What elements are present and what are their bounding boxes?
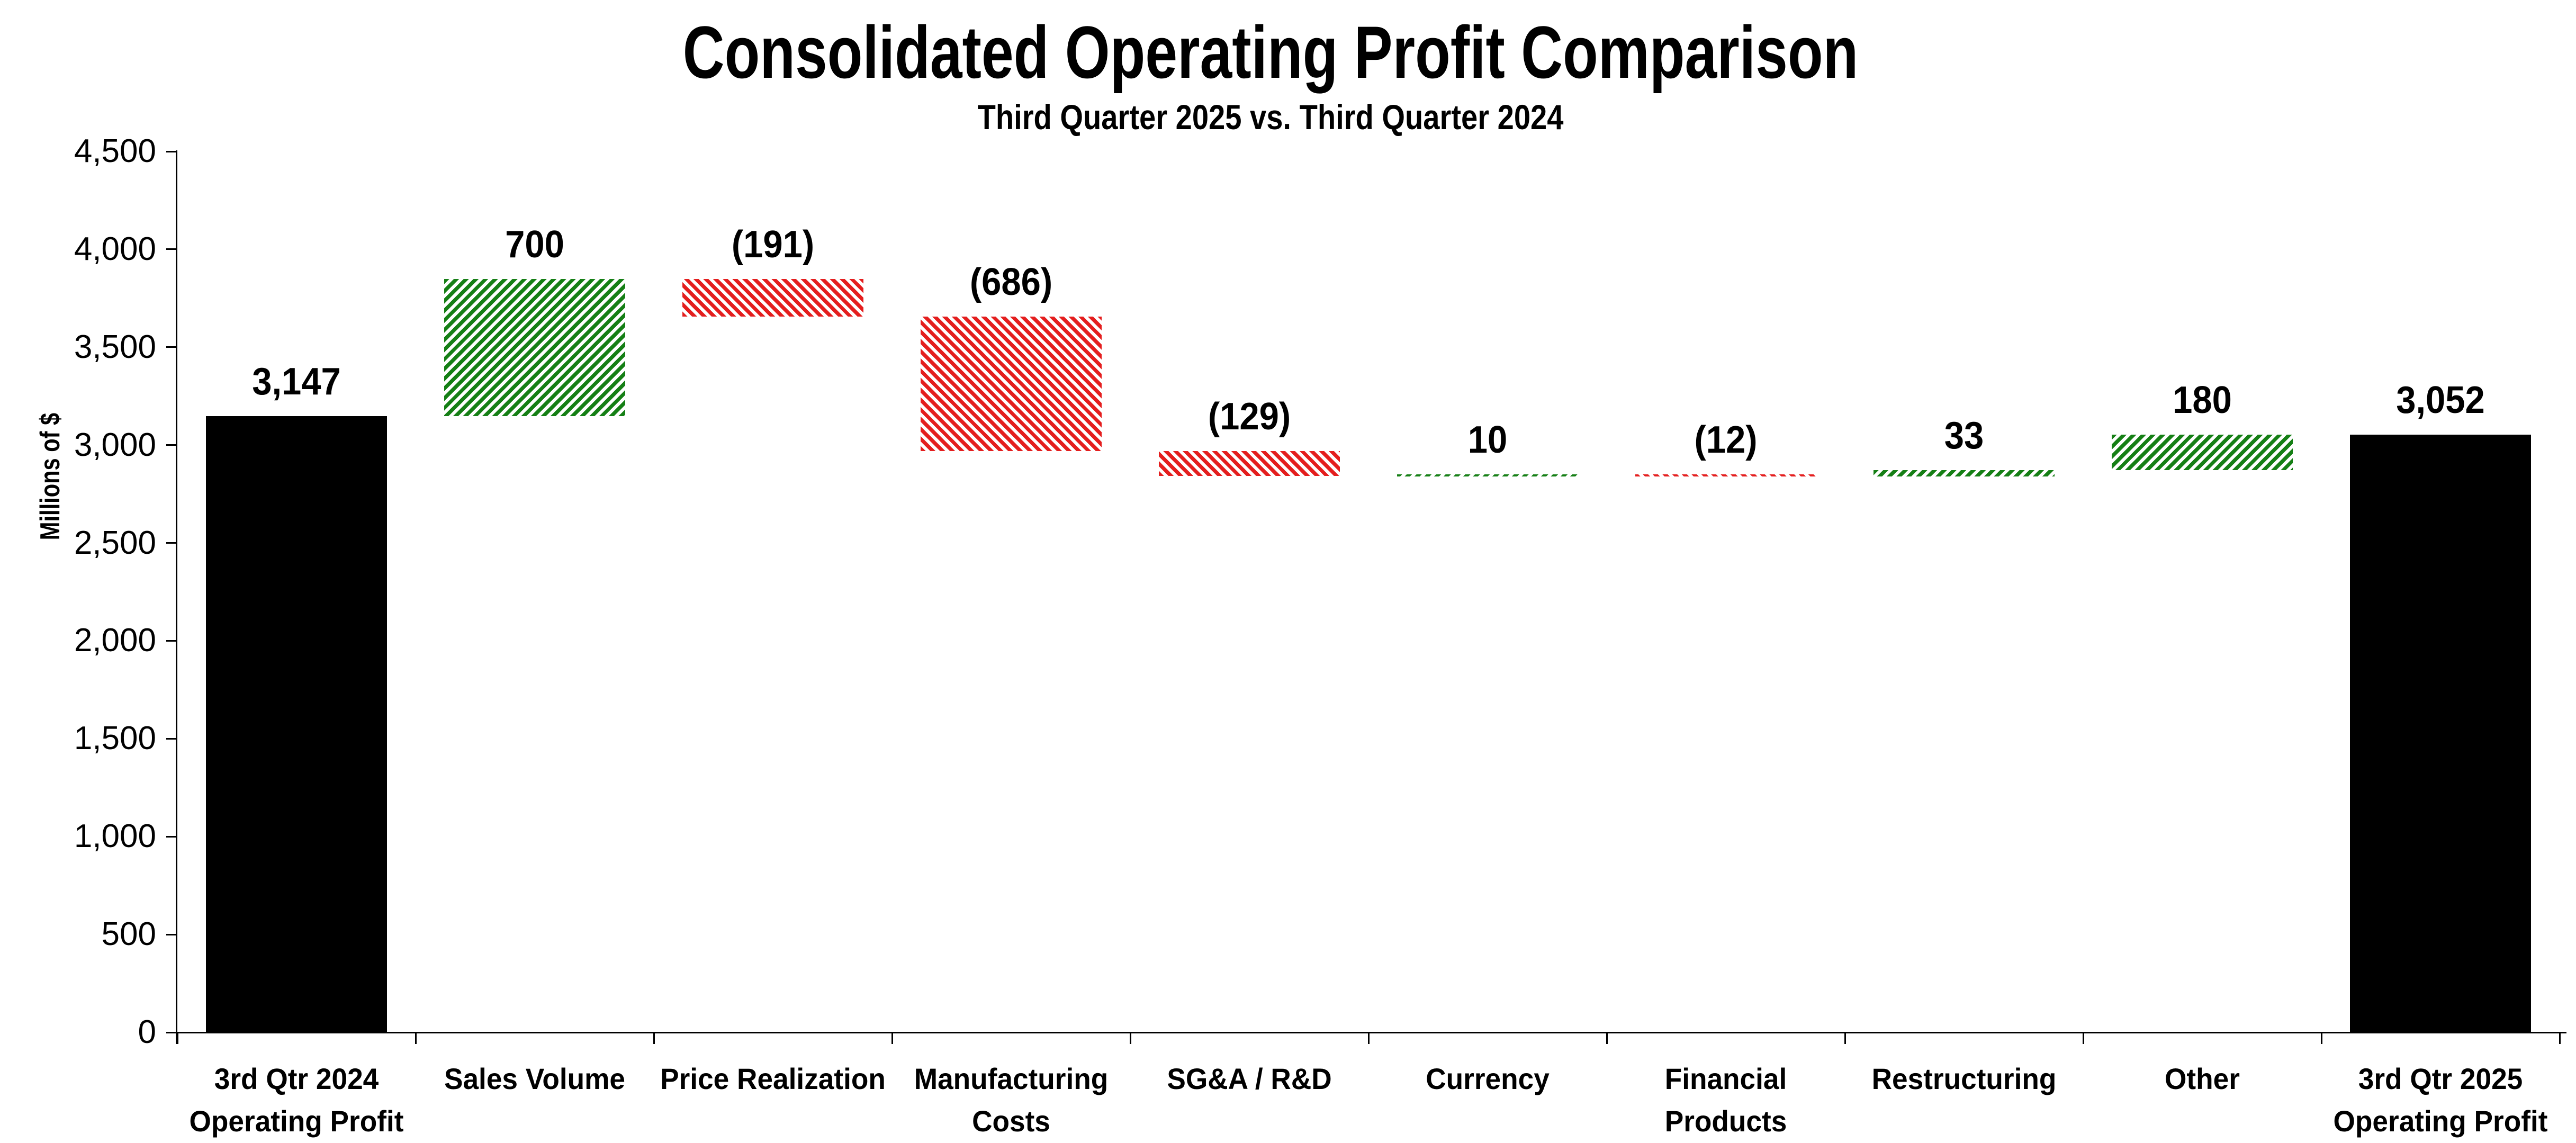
x-tick-mark xyxy=(1844,1032,1846,1044)
y-tick-label: 500 xyxy=(101,916,156,953)
category-label-restructuring: Restructuring xyxy=(1851,1058,2077,1100)
category-label-line: Financial xyxy=(1664,1062,1787,1095)
x-tick-mark xyxy=(2082,1032,2084,1044)
x-tick-mark xyxy=(1129,1032,1131,1044)
category-label-financial-products: Financial Products xyxy=(1613,1058,1839,1142)
y-tick-label: 1,000 xyxy=(74,818,156,855)
bar-financial-products xyxy=(1635,474,1816,477)
value-label-manufacturing-costs: (686) xyxy=(969,261,1053,304)
y-tick-mark xyxy=(166,542,176,544)
category-label-line: Operating Profit xyxy=(2333,1104,2548,1138)
x-tick-mark xyxy=(1367,1032,1370,1044)
value-label-restructuring: 33 xyxy=(1944,414,1984,457)
category-label-3rd-qtr-2025-operating-profit: 3rd Qtr 2025 Operating Profit xyxy=(2327,1058,2554,1142)
category-label-line: Products xyxy=(1664,1104,1787,1138)
y-tick-mark xyxy=(166,444,176,446)
x-tick-mark xyxy=(2559,1032,2561,1044)
category-label-sg-a-r-d: SG&A / R&D xyxy=(1136,1058,1363,1100)
category-label-line: SG&A / R&D xyxy=(1167,1062,1332,1095)
value-label-3rd-qtr-2025-operating-profit: 3,052 xyxy=(2396,379,2485,422)
bar-sg-a-r-d xyxy=(1159,451,1340,476)
x-axis-line xyxy=(176,1032,2566,1033)
category-label-line: Restructuring xyxy=(1871,1062,2057,1095)
y-tick-mark xyxy=(166,248,176,250)
x-tick-mark xyxy=(176,1032,178,1044)
category-label-price-realization: Price Realization xyxy=(660,1058,886,1100)
value-label-3rd-qtr-2024-operating-profit: 3,147 xyxy=(252,361,341,403)
category-label-currency: Currency xyxy=(1374,1058,1601,1100)
x-tick-mark xyxy=(415,1032,417,1044)
bar-sales-volume xyxy=(444,279,625,417)
y-tick-label: 2,000 xyxy=(74,622,156,659)
y-tick-mark xyxy=(166,933,176,935)
y-tick-label: 2,500 xyxy=(74,524,156,561)
y-tick-mark xyxy=(166,835,176,838)
category-label-line: Sales Volume xyxy=(444,1062,625,1095)
category-label-line: Costs xyxy=(972,1104,1050,1138)
y-axis-line xyxy=(176,150,177,1044)
y-tick-label: 3,000 xyxy=(74,426,156,463)
y-tick-label: 3,500 xyxy=(74,328,156,365)
category-label-line: Price Realization xyxy=(660,1062,886,1095)
bar-3rd-qtr-2024-operating-profit xyxy=(206,416,387,1032)
bar-price-realization xyxy=(682,279,863,317)
category-label-manufacturing-costs: Manufacturing Costs xyxy=(898,1058,1124,1142)
y-tick-label: 4,000 xyxy=(74,230,156,267)
x-tick-mark xyxy=(653,1032,655,1044)
bar-3rd-qtr-2025-operating-profit xyxy=(2350,435,2531,1032)
y-tick-mark xyxy=(166,1031,176,1033)
value-label-currency: 10 xyxy=(1467,418,1508,461)
bar-other xyxy=(2112,435,2293,470)
value-label-other: 180 xyxy=(2173,379,2232,422)
y-tick-label: 0 xyxy=(138,1014,156,1050)
category-label-line: Other xyxy=(2165,1062,2240,1095)
y-tick-label: 4,500 xyxy=(74,133,156,169)
value-label-sg-a-r-d: (129) xyxy=(1208,395,1291,438)
category-label-line: 3rd Qtr 2025 xyxy=(2358,1062,2523,1095)
category-label-line: 3rd Qtr 2024 xyxy=(214,1062,379,1095)
chart-title: Consolidated Operating Profit Comparison xyxy=(682,11,1859,94)
value-label-sales-volume: 700 xyxy=(505,223,564,266)
value-label-financial-products: (12) xyxy=(1694,418,1758,461)
category-label-line: Currency xyxy=(1426,1062,1550,1095)
category-label-line: Operating Profit xyxy=(189,1104,404,1138)
y-tick-mark xyxy=(166,346,176,348)
bar-restructuring xyxy=(1874,470,2055,477)
bar-manufacturing-costs xyxy=(921,317,1102,451)
chart-subtitle: Third Quarter 2025 vs. Third Quarter 202… xyxy=(977,97,1564,137)
category-label-other: Other xyxy=(2089,1058,2316,1100)
category-label-3rd-qtr-2024-operating-profit: 3rd Qtr 2024 Operating Profit xyxy=(183,1058,410,1142)
y-tick-mark xyxy=(166,737,176,740)
value-label-price-realization: (191) xyxy=(731,223,815,266)
x-tick-mark xyxy=(891,1032,893,1044)
y-tick-mark xyxy=(166,640,176,642)
category-label-sales-volume: Sales Volume xyxy=(421,1058,648,1100)
x-tick-mark xyxy=(1606,1032,1608,1044)
bar-currency xyxy=(1397,474,1578,476)
y-tick-label: 1,500 xyxy=(74,720,156,757)
y-tick-mark xyxy=(166,150,176,152)
x-tick-mark xyxy=(2320,1032,2322,1044)
category-label-line: Manufacturing xyxy=(914,1062,1109,1095)
